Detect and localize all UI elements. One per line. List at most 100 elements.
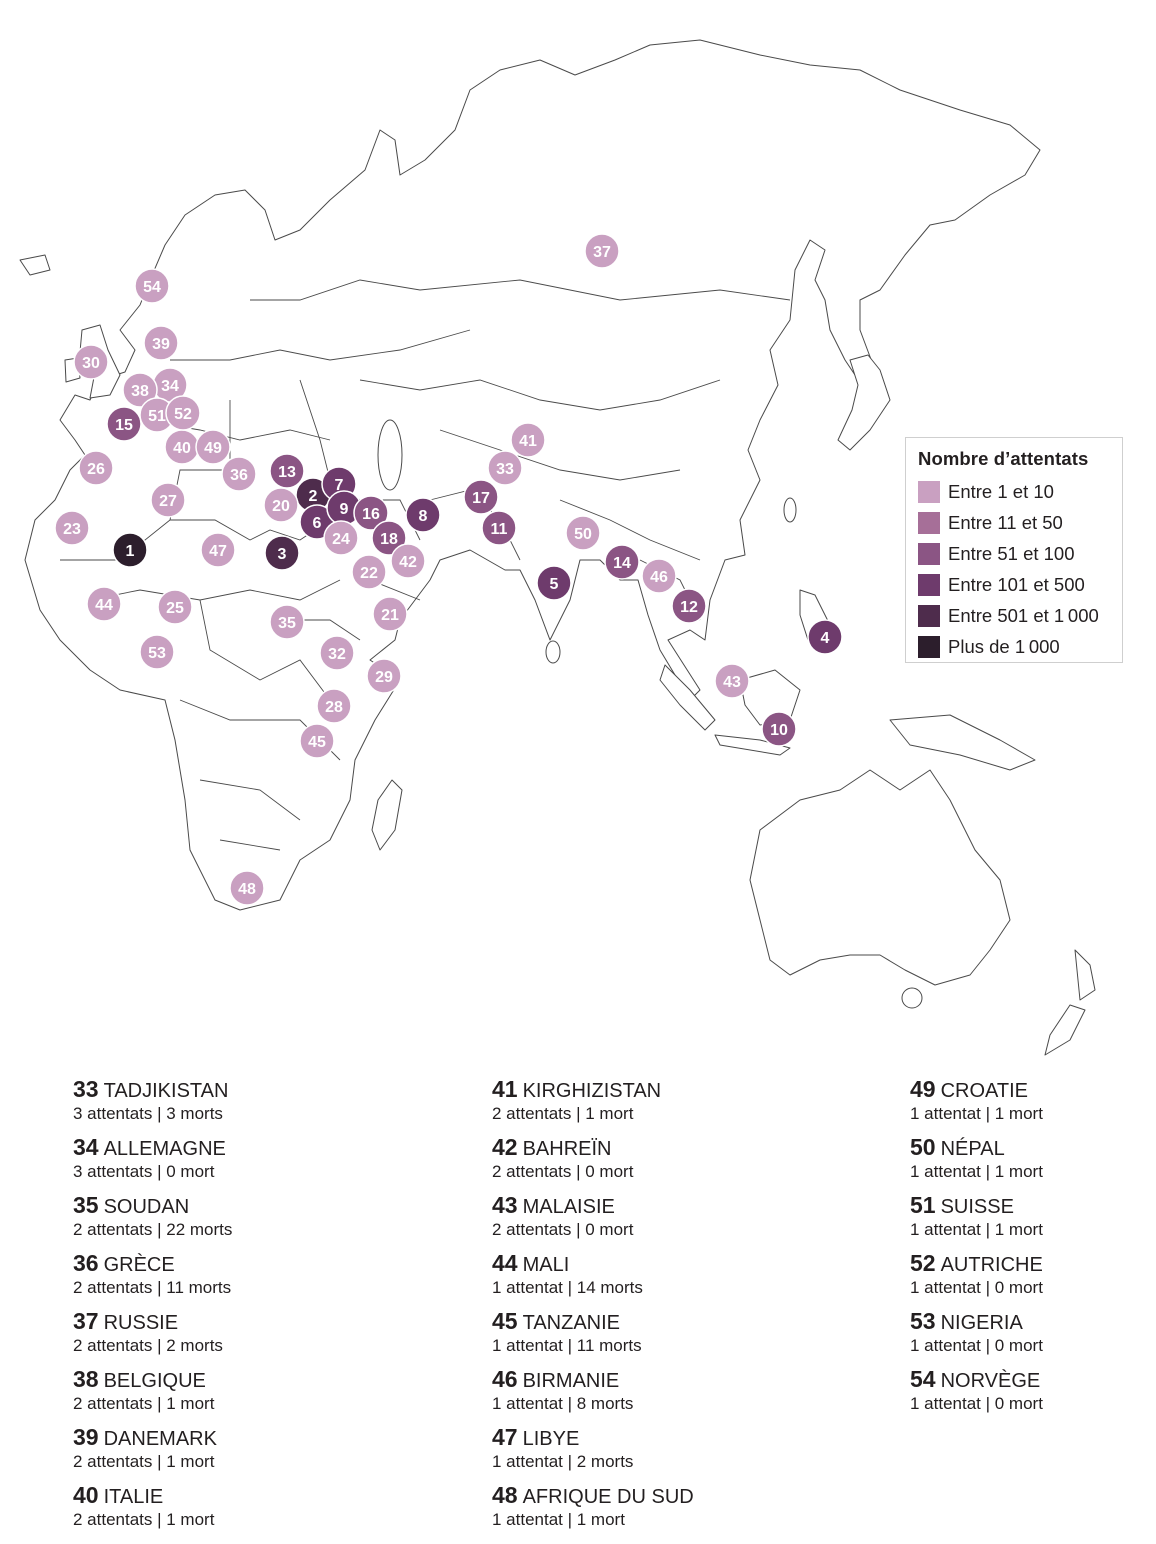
map-marker-11: 11 [481, 510, 517, 546]
entry-heading: 35 SOUDAN [73, 1192, 232, 1220]
marker-number: 21 [381, 607, 399, 624]
marker-number: 30 [82, 355, 100, 372]
marker-circle [139, 634, 175, 670]
entry-number: 45 [492, 1308, 518, 1334]
marker-number: 26 [87, 461, 105, 478]
entry-detail: 1 attentat | 1 mort [910, 1220, 1043, 1239]
map-marker-13: 13 [269, 453, 305, 489]
legend-title: Nombre d’attentats [918, 448, 1089, 469]
entry-number: 49 [910, 1076, 936, 1102]
marker-circle [150, 482, 186, 518]
sumatra-land [659, 664, 716, 731]
map-marker-20: 20 [263, 487, 299, 523]
marker-circle [481, 510, 517, 546]
marker-circle [112, 532, 148, 568]
marker-number: 53 [148, 645, 166, 662]
legend-label: Entre 51 et 100 [948, 542, 1075, 564]
country-entry: 43 MALAISIE 2 attentats | 0 mort [492, 1192, 694, 1250]
country-entry: 34 ALLEMAGNE 3 attentats | 0 mort [73, 1134, 232, 1192]
entry-heading: 36 GRÈCE [73, 1250, 232, 1278]
entry-number: 39 [73, 1424, 99, 1450]
entry-country: NIGERIA [940, 1312, 1023, 1334]
australia-land [749, 769, 1011, 986]
legend-swatch [918, 604, 940, 627]
entry-country: TADJIKISTAN [103, 1080, 229, 1102]
map-marker-49: 49 [195, 429, 231, 465]
map-marker-48: 48 [229, 870, 265, 906]
marker-number: 50 [574, 526, 592, 543]
entry-detail: 1 attentat | 1 mort [910, 1162, 1043, 1181]
madagascar-land [371, 779, 403, 851]
entry-heading: 49 CROATIE [910, 1076, 1043, 1104]
marker-circle [165, 395, 201, 431]
map-marker-39: 39 [143, 325, 179, 361]
marker-number: 33 [496, 461, 514, 478]
marker-circle [229, 870, 265, 906]
marker-circle [73, 344, 109, 380]
marker-circle [54, 510, 90, 546]
marker-number: 49 [204, 440, 222, 457]
country-entry: 54 NORVÈGE 1 attentat | 0 mort [910, 1366, 1043, 1424]
marker-number: 6 [313, 515, 322, 532]
legend-item: Entre 1 et 10 [918, 476, 1122, 507]
entry-country: SUISSE [940, 1196, 1014, 1218]
marker-circle [323, 520, 359, 556]
map-marker-1: 1 [112, 532, 148, 568]
country-entry: 37 RUSSIE 2 attentats | 2 morts [73, 1308, 232, 1366]
marker-number: 46 [650, 569, 668, 586]
marker-number: 3 [278, 546, 287, 563]
country-entry: 49 CROATIE 1 attentat | 1 mort [910, 1076, 1043, 1134]
entry-heading: 37 RUSSIE [73, 1308, 232, 1336]
marker-number: 13 [278, 464, 296, 481]
map-marker-46: 46 [641, 558, 677, 594]
map-marker-33: 33 [487, 450, 523, 486]
entry-country: MALI [522, 1254, 570, 1276]
marker-circle [371, 520, 407, 556]
marker-circle [264, 535, 300, 571]
entry-detail: 3 attentats | 0 mort [73, 1162, 215, 1181]
entry-number: 54 [910, 1366, 936, 1392]
marker-circle [316, 688, 352, 724]
map-marker-12: 12 [671, 588, 707, 624]
entry-number: 51 [910, 1192, 936, 1218]
country-entry: 45 TANZANIE 1 attentat | 11 morts [492, 1308, 694, 1366]
country-entry: 33 TADJIKISTAN 3 attentats | 3 morts [73, 1076, 232, 1134]
entry-number: 47 [492, 1424, 518, 1450]
marker-number: 25 [166, 600, 184, 617]
map-marker-36: 36 [221, 456, 257, 492]
map-marker-22: 22 [351, 554, 387, 590]
taiwan-land [783, 497, 797, 523]
marker-number: 41 [519, 433, 537, 450]
marker-circle [195, 429, 231, 465]
entry-number: 36 [73, 1250, 99, 1276]
marker-circle [671, 588, 707, 624]
marker-number: 32 [328, 646, 346, 663]
entry-number: 43 [492, 1192, 518, 1218]
entry-heading: 48 AFRIQUE DU SUD [492, 1482, 694, 1510]
country-entry: 38 BELGIQUE 2 attentats | 1 mort [73, 1366, 232, 1424]
entry-number: 48 [492, 1482, 518, 1508]
entry-number: 44 [492, 1250, 518, 1276]
entry-country: AFRIQUE DU SUD [522, 1486, 694, 1508]
entry-country: LIBYE [522, 1428, 580, 1450]
marker-number: 38 [131, 383, 149, 400]
country-entry: 46 BIRMANIE 1 attentat | 8 morts [492, 1366, 694, 1424]
map-marker-27: 27 [150, 482, 186, 518]
entry-number: 33 [73, 1076, 99, 1102]
marker-circle [565, 515, 601, 551]
marker-number: 8 [419, 508, 428, 525]
country-entry: 47 LIBYE 1 attentat | 2 morts [492, 1424, 694, 1482]
entry-heading: 45 TANZANIE [492, 1308, 694, 1336]
map-marker-45: 45 [299, 723, 335, 759]
entry-number: 50 [910, 1134, 936, 1160]
country-entry: 42 BAHREÏN 2 attentats | 0 mort [492, 1134, 694, 1192]
map-marker-43: 43 [714, 663, 750, 699]
entry-heading: 51 SUISSE [910, 1192, 1043, 1220]
legend-item: Plus de 1 000 [918, 631, 1122, 662]
map-legend: Nombre d’attentats Entre 1 et 10 Entre 1… [905, 437, 1123, 663]
marker-circle [157, 589, 193, 625]
map-marker-29: 29 [366, 658, 402, 694]
marker-number: 17 [472, 490, 490, 507]
marker-number: 11 [491, 521, 508, 538]
country-entry: 53 NIGERIA 1 attentat | 0 mort [910, 1308, 1043, 1366]
